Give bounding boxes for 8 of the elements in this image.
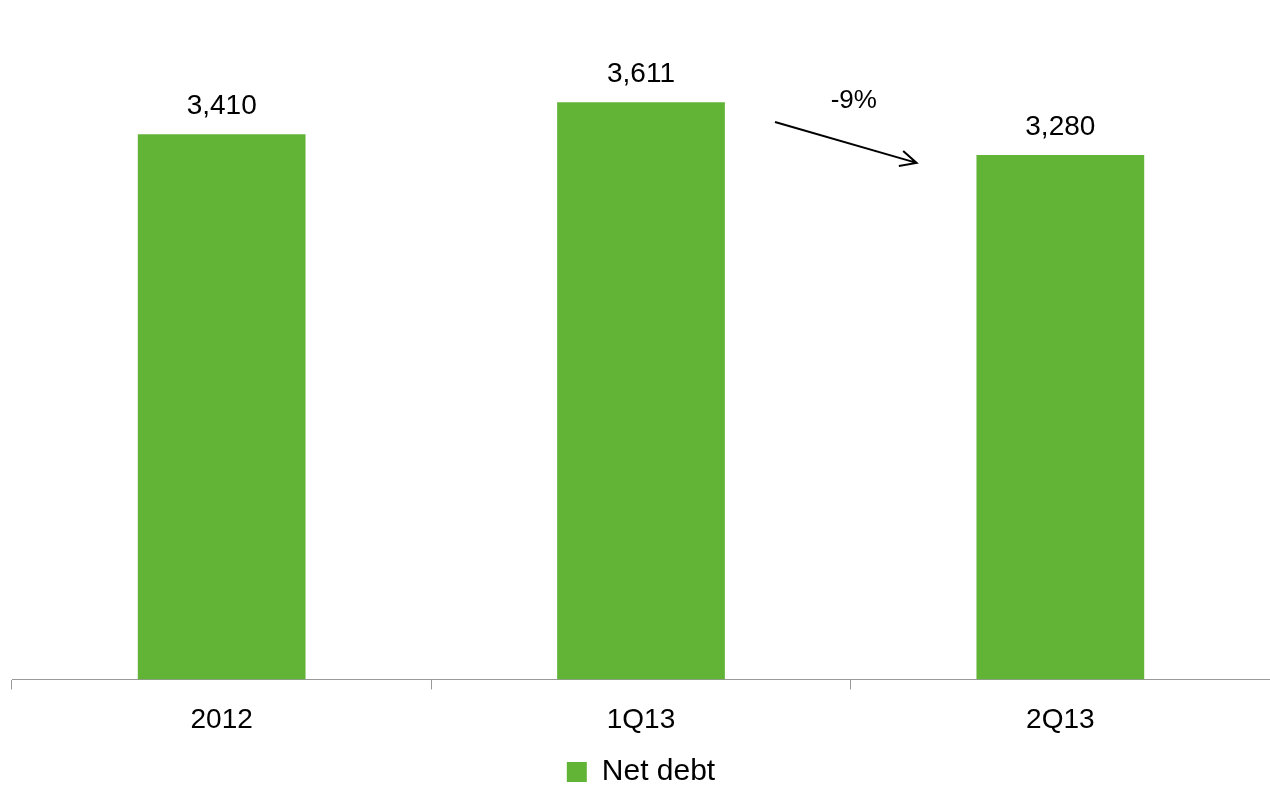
x-tick-label: 2Q13 [1026,702,1095,734]
data-label: 3,280 [1025,109,1096,141]
legend-label: Net debt [601,753,716,787]
annotation: -9% [830,84,877,116]
data-label: 3,611 [607,56,675,88]
x-tick-label: 2012 [190,702,253,734]
x-tick-label: 1Q13 [606,702,676,734]
data-label: 3,410 [186,89,257,121]
